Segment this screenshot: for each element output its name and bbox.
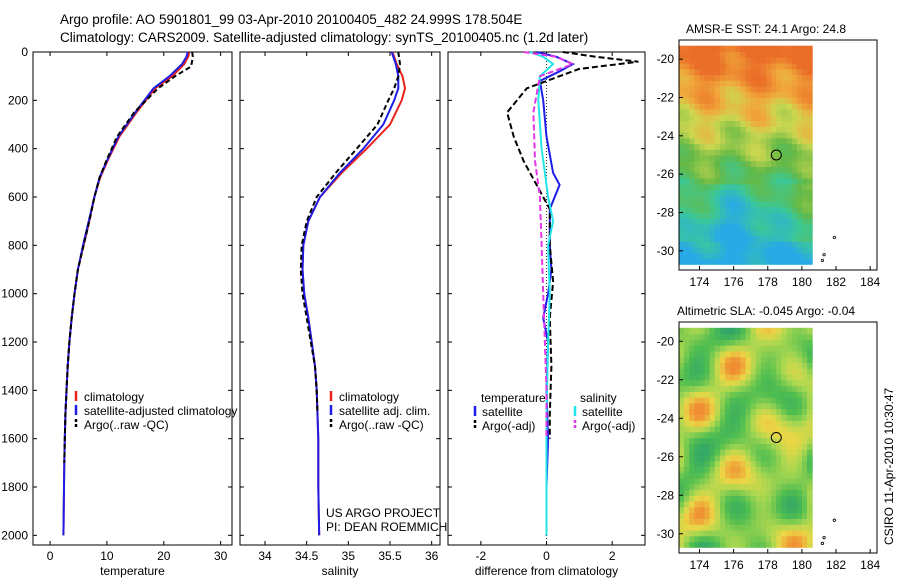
- sla-map-field: [679, 327, 813, 548]
- temperature-axes-frame: [32, 51, 233, 546]
- diff-legend-header-temperature: temperature: [481, 391, 546, 405]
- salinity-xtick-label: 36: [425, 549, 439, 563]
- depth-tick-label: 1800: [1, 480, 28, 494]
- depth-tick-label: 1400: [1, 383, 28, 397]
- figure-title-line2: Climatology: CARS2009. Satellite-adjuste…: [60, 30, 589, 45]
- sst-map-ytick-label: -30: [657, 244, 675, 258]
- sst-map-xtick-label: 174: [689, 275, 709, 289]
- temperature-xtick-label: 10: [100, 549, 114, 563]
- sla-map-argo-location-marker: [770, 432, 782, 443]
- sst-map-xtick-label: 182: [826, 275, 846, 289]
- sst-map-xtick-label: 180: [792, 275, 812, 289]
- island-marker: [832, 518, 836, 522]
- diff-legend-label: Argo(-adj): [582, 419, 635, 433]
- sla-map-xtick-label: 182: [826, 558, 846, 572]
- sla-map-xtick-label: 174: [689, 558, 709, 572]
- sst-map-xtick-label: 176: [724, 275, 744, 289]
- difference-xtick-label: 2: [609, 549, 616, 563]
- sla-map-frame: [678, 321, 878, 554]
- sla-map: Altimetric SLA: -0.045 Argo: -0.04 174 176…: [657, 304, 881, 572]
- sst-map-ytick-label: -28: [657, 206, 675, 220]
- depth-tick-label: 1000: [1, 287, 28, 301]
- figure-title-line1: Argo profile: AO 5901801_99 03-Apr-2010 …: [60, 12, 523, 27]
- series-argo-raw-qc-: [63, 51, 194, 463]
- difference-xtick-label: -2: [475, 549, 486, 563]
- depth-tick-label: 1600: [1, 432, 28, 446]
- timestamp-stamp: CSIRO 11-Apr-2010 10:30:47: [882, 387, 896, 545]
- sst-map-xtick-label: 178: [758, 275, 778, 289]
- salinity-axes-frame: [239, 51, 441, 546]
- sla-map-ytick-label: -22: [657, 373, 675, 387]
- sst-map-argo-location-marker: [770, 149, 782, 161]
- series-salinity-argo-adj-: [523, 51, 576, 439]
- temperature-xtick-label: 20: [157, 549, 171, 563]
- sst-map-ytick-label: -26: [657, 167, 675, 181]
- sst-map-ytick-label: -20: [657, 52, 675, 66]
- sst-map-frame: [678, 39, 878, 271]
- salinity-legend-label: Argo(..raw -QC): [339, 418, 424, 432]
- difference-xlabel: difference from climatology: [475, 564, 618, 578]
- island-marker: [822, 535, 826, 540]
- depth-tick-label: 400: [8, 142, 28, 156]
- sst-map-field: [679, 45, 813, 265]
- difference-xtick-label: 0: [543, 549, 550, 563]
- temperature-legend-label: climatology: [84, 390, 144, 404]
- sst-map-ytick-label: -22: [657, 91, 675, 105]
- sst-map: AMSR-E SST: 24.1 Argo: 24.8 174 176 178 180 1…: [657, 22, 881, 289]
- depth-tick-label: 200: [8, 93, 28, 107]
- temperature-legend-label: satellite-adjusted climatology: [84, 404, 237, 418]
- salinity-xtick-label: 34.5: [295, 549, 319, 563]
- diff-legend-label: Argo(-adj): [482, 419, 535, 433]
- series-argo-raw-qc-: [299, 51, 402, 415]
- sla-map-xtick-label: 180: [792, 558, 812, 572]
- sst-map-title: AMSR-E SST: 24.1 Argo: 24.8: [686, 22, 846, 36]
- sla-map-title: Altimetric SLA: -0.045 Argo: -0.04: [677, 304, 855, 318]
- sst-map-xtick-label: 184: [860, 275, 880, 289]
- temperature-legend-label: Argo(..raw -QC): [84, 418, 169, 432]
- island-marker: [822, 253, 826, 257]
- salinity-xlabel: salinity: [322, 564, 359, 578]
- salinity-xtick-label: 35: [342, 549, 356, 563]
- sla-map-ytick-label: -28: [657, 488, 675, 502]
- sla-map-xtick-label: 176: [724, 558, 744, 572]
- depth-tick-label: 800: [8, 238, 28, 252]
- pi-credit: PI: DEAN ROEMMICH: [326, 520, 447, 534]
- diff-legend-label: satellite: [582, 405, 623, 419]
- panel-temperature: 0 200 400 600 800 1000 1200 1400 1600 1800 2000 0 10…: [1, 45, 237, 578]
- sst-map-ytick-label: -24: [657, 129, 675, 143]
- depth-tick-label: 0: [21, 45, 28, 59]
- salinity-legend-label: satellite adj. clim.: [339, 404, 430, 418]
- island-marker: [820, 541, 824, 545]
- diff-legend-label: satellite: [482, 405, 523, 419]
- sla-map-ytick-label: -24: [657, 411, 675, 425]
- series-temperature-argo-adj-: [505, 51, 639, 439]
- island-marker: [820, 258, 824, 263]
- project-credit: US ARGO PROJECT: [326, 506, 441, 520]
- depth-tick-label: 2000: [1, 528, 28, 542]
- temperature-xtick-label: 0: [47, 549, 54, 563]
- diff-legend-header-salinity: salinity: [580, 391, 617, 405]
- sla-map-xtick-label: 184: [860, 558, 880, 572]
- salinity-xtick-label: 34: [258, 549, 272, 563]
- sla-map-ytick-label: -26: [657, 450, 675, 464]
- sla-map-xtick-label: 178: [758, 558, 778, 572]
- salinity-legend-label: climatology: [339, 390, 399, 404]
- sla-map-ytick-label: -30: [657, 527, 675, 541]
- salinity-xtick-label: 35.5: [378, 549, 402, 563]
- depth-tick-label: 600: [8, 190, 28, 204]
- panel-salinity: 34 34.5 35 35.5 36 salinity climatologysatelli…: [239, 51, 441, 578]
- island-marker: [832, 235, 836, 240]
- temperature-xlabel: temperature: [100, 564, 165, 578]
- temperature-xtick-label: 30: [214, 549, 228, 563]
- sla-map-ytick-label: -20: [657, 334, 675, 348]
- depth-tick-label: 1200: [1, 335, 28, 349]
